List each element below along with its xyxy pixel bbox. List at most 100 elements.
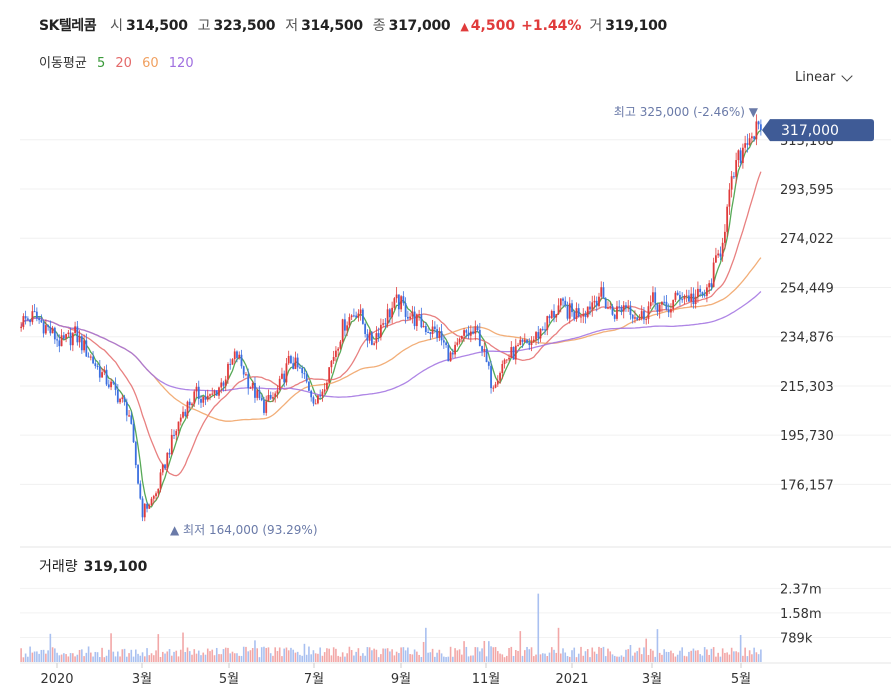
candle-body — [184, 411, 187, 416]
volume-bar — [541, 653, 544, 662]
candle-body — [631, 314, 634, 319]
candle-body — [328, 367, 331, 383]
candle-body — [393, 298, 396, 308]
volume-bar — [548, 652, 551, 662]
candle-body — [51, 327, 54, 334]
volume-bar — [137, 653, 139, 662]
volume-bar — [744, 647, 746, 662]
candle-body — [204, 396, 207, 400]
volume-bar — [42, 649, 45, 662]
volume-bar — [290, 647, 292, 662]
candle-body — [26, 318, 29, 320]
volume-bar — [287, 650, 290, 662]
volume-bar — [173, 651, 175, 662]
volume-bar — [436, 652, 438, 662]
volume-bar — [83, 656, 85, 662]
volume-bar — [715, 656, 717, 662]
candle-body — [710, 283, 713, 287]
candle-body — [323, 389, 326, 392]
volume-bar — [613, 655, 616, 662]
candle-body — [575, 308, 578, 319]
volume-bar — [197, 650, 200, 662]
candle-body — [103, 369, 106, 373]
volume-bar — [141, 652, 144, 662]
candle-body — [496, 380, 499, 385]
volume-bar — [38, 653, 40, 662]
volume-bar — [658, 652, 661, 662]
candle-body — [744, 143, 747, 148]
volume-bar — [206, 648, 209, 662]
volume-bar — [528, 649, 531, 662]
candle-body — [256, 390, 259, 398]
volume-bar — [535, 654, 537, 662]
candle-body — [71, 333, 74, 346]
candle-body — [188, 401, 191, 406]
candle-body — [494, 384, 497, 388]
volume-bar — [92, 656, 94, 662]
candle-body — [683, 295, 686, 300]
candle-body — [474, 326, 477, 334]
volume-bar — [454, 648, 456, 662]
volume-bar — [175, 650, 178, 662]
volume-bar — [726, 652, 728, 662]
volume-bar — [519, 631, 522, 662]
volume-bar — [589, 657, 591, 662]
volume-bar — [748, 650, 751, 662]
candle-body — [715, 255, 717, 263]
volume-bar — [274, 647, 277, 662]
candle-body — [128, 415, 130, 417]
candle-body — [427, 332, 429, 334]
candle-body — [688, 295, 690, 302]
candle-body — [110, 381, 112, 388]
volume-bar — [103, 657, 106, 662]
candle-body — [694, 296, 697, 305]
candle-body — [96, 366, 99, 368]
candle-body — [532, 339, 535, 342]
candle-body — [368, 332, 371, 341]
candle-body — [166, 452, 169, 469]
candle-body — [746, 143, 749, 145]
volume-bar — [393, 655, 396, 662]
candle-body — [674, 292, 677, 300]
candle-body — [69, 332, 72, 346]
candle-body — [604, 298, 607, 309]
volume-bar — [168, 649, 171, 662]
candle-body — [87, 356, 90, 358]
candle-body — [213, 390, 216, 394]
candle-body — [712, 262, 715, 287]
volume-bar — [305, 654, 308, 662]
candle-body — [544, 329, 546, 331]
candle-body — [537, 332, 540, 339]
volume-bar — [665, 651, 668, 662]
volume-bar — [69, 653, 72, 662]
volume-bar — [564, 652, 567, 662]
volume-bar — [591, 647, 594, 662]
candle-body — [517, 344, 519, 346]
candle-body — [485, 349, 488, 363]
candle-body — [523, 339, 526, 342]
moving-average-legend[interactable]: 이동평균 5 20 60 120 — [39, 52, 200, 71]
volume-bar — [312, 650, 315, 662]
volume-bar — [735, 651, 737, 662]
volume-panel-value: 319,100 — [83, 559, 148, 575]
volume-tick-label: 789k — [780, 631, 813, 646]
volume-bar — [114, 656, 117, 662]
candle-body — [451, 352, 454, 355]
volume-bar — [652, 650, 654, 662]
candle-body — [616, 306, 618, 319]
ma-line-60 — [20, 257, 762, 422]
volume-bar — [47, 650, 49, 662]
candle-body — [643, 311, 645, 320]
scale-selector[interactable]: Linear — [795, 69, 854, 85]
volume-bar — [233, 653, 236, 662]
candle-body — [406, 316, 409, 319]
candle-body — [80, 336, 83, 351]
candle-body — [442, 340, 445, 343]
volume-bar — [51, 647, 54, 662]
volume-bar — [690, 650, 692, 662]
candle-body — [652, 292, 654, 303]
candle-body — [679, 294, 681, 300]
volume-bar — [335, 648, 337, 662]
candle-body — [757, 121, 760, 125]
